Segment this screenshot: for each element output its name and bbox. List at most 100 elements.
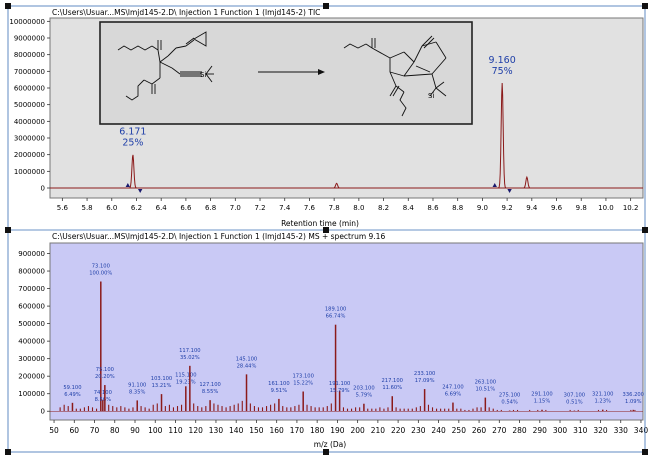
ms-peak-percent-label: 19.23% (176, 379, 196, 385)
tic-y-tick-label: 3000000 (14, 135, 45, 143)
ms-peak-percent-label: 66.74% (326, 314, 346, 320)
tic-x-tick-label: 10.2 (623, 204, 639, 212)
ms-peak-percent-label: 17.09% (415, 378, 435, 384)
ms-x-tick-label: 60 (70, 426, 80, 435)
tic-peak-rt-label: 9.160 (489, 55, 516, 66)
tic-x-tick-label: 9.4 (526, 204, 538, 212)
tic-peak-percent-label: 75% (492, 66, 513, 77)
tic-x-tick-label: 9.2 (502, 204, 513, 212)
resize-handle-bl[interactable] (5, 449, 11, 455)
ms-y-tick-label: 900000 (18, 250, 45, 258)
ms-peak-mz-label: 321.100 (592, 392, 613, 398)
ms-y-tick-label: 200000 (18, 373, 45, 381)
ms-peak-mz-label: 233.100 (414, 371, 435, 377)
ms-peak-percent-label: 8.56% (95, 397, 112, 403)
ms-peak-percent-label: 5.79% (356, 393, 373, 399)
ms-peak-mz-label: 307.100 (564, 393, 585, 399)
ms-peak-mz-label: 189.100 (325, 307, 346, 313)
reaction-arrow (258, 69, 325, 75)
ms-peak-mz-label: 117.100 (179, 348, 200, 354)
resize-handle-bc[interactable] (323, 449, 329, 455)
reaction-scheme: Si (99, 21, 473, 125)
tic-x-tick-label: 9.0 (477, 204, 488, 212)
ms-x-tick-label: 150 (249, 426, 264, 435)
ms-peak-mz-label: 73.100 (92, 264, 110, 270)
tic-x-tick-label: 6.2 (131, 204, 142, 212)
ms-panel[interactable]: C:\Users\Usuar...MS\lmjd145-2.D\ Injecti… (18, 232, 648, 449)
ms-peak-mz-label: 275.100 (499, 393, 520, 399)
ms-y-tick-label: 400000 (18, 338, 45, 346)
ms-peak-percent-label: 15.79% (330, 388, 350, 394)
tic-x-tick-label: 6.6 (180, 204, 192, 212)
resize-handle-tr[interactable] (642, 3, 648, 9)
resize-handle-tc[interactable] (323, 3, 329, 9)
ms-peak-percent-label: 100.00% (89, 271, 112, 277)
ms-y-tick-label: 300000 (18, 355, 45, 363)
selection-frame[interactable] (5, 3, 648, 455)
resize-handle-tl[interactable] (5, 3, 11, 9)
tic-plot-frame (49, 17, 644, 199)
tic-integration-mark (492, 183, 497, 187)
ms-peak-mz-label: 203.100 (353, 386, 374, 392)
ms-y-tick-label: 800000 (18, 268, 45, 276)
tic-y-axis: 0 1000000 2000000 3000000 4000000 5000000 6000… (9, 18, 50, 193)
ms-peak-percent-label: 1.09% (625, 399, 642, 405)
tic-x-tick-label: 5.8 (81, 204, 92, 212)
scheme-box (99, 21, 473, 125)
tic-x-tick-label: 7.6 (304, 204, 316, 212)
tic-y-tick-label: 0 (41, 185, 45, 193)
si-label-start: Si (200, 71, 206, 79)
ms-x-tick-label: 170 (290, 426, 305, 435)
ms-title: C:\Users\Usuar...MS\lmjd145-2.D\ Injecti… (52, 232, 385, 241)
ms-peak-mz-label: 217.100 (382, 378, 403, 384)
ms-x-tick-label: 140 (229, 426, 244, 435)
ms-peak-percent-label: 1.15% (534, 399, 551, 405)
ms-peak-percent-label: 8.55% (202, 389, 219, 395)
tic-x-tick-label: 8.0 (353, 204, 364, 212)
ms-peak-percent-label: 0.51% (566, 400, 583, 406)
ms-y-tick-label: 600000 (18, 303, 45, 311)
ms-x-tick-label: 190 (330, 426, 345, 435)
tic-x-tick-label: 8.4 (403, 204, 415, 212)
tic-y-tick-label: 7000000 (14, 68, 45, 76)
ms-peak-percent-label: 28.44% (237, 363, 257, 369)
ms-x-tick-label: 320 (593, 426, 608, 435)
starting-material-structure (117, 31, 214, 101)
ms-x-tick-label: 230 (411, 426, 426, 435)
ms-x-tick-label: 70 (90, 426, 100, 435)
ms-x-tick-label: 340 (634, 426, 649, 435)
tic-x-tick-label: 6.0 (106, 204, 117, 212)
ms-peak-mz-label: 74.100 (94, 390, 112, 396)
ms-x-tick-label: 130 (209, 426, 224, 435)
tic-x-tick-label: 8.2 (378, 204, 389, 212)
tic-x-tick-label: 9.8 (576, 204, 587, 212)
ms-peak-percent-label: 1.23% (594, 399, 611, 405)
resize-handle-ml[interactable] (5, 227, 11, 233)
ms-x-axis: 50 60 70 80 90 100 110 120 130 140 150 160 170 180 190… (49, 420, 648, 435)
ms-y-axis: 0 100000 200000 300000 400000 500000 600000 700… (18, 250, 50, 416)
ms-plot-area (50, 243, 643, 420)
tic-y-tick-label: 1000000 (14, 168, 45, 176)
ms-peak-mz-label: 291.100 (531, 392, 552, 398)
resize-handle-br[interactable] (642, 449, 648, 455)
tic-integration-mark (125, 183, 131, 187)
ms-y-tick-label: 500000 (18, 320, 45, 328)
ms-x-tick-label: 310 (573, 426, 588, 435)
ms-peak-mz-label: 103.100 (151, 376, 172, 382)
resize-handle-mr[interactable] (642, 227, 648, 233)
resize-handle-mc[interactable] (323, 227, 329, 233)
tic-panel[interactable]: C:\Users\Usuar...MS\lmjd145-2.D\ Injecti… (9, 8, 644, 228)
ms-x-tick-label: 290 (533, 426, 548, 435)
ms-peak-mz-label: 191.100 (329, 381, 350, 387)
tic-y-tick-label: 5000000 (14, 101, 45, 109)
tic-x-tick-label: 9.6 (551, 204, 563, 212)
ms-x-tick-label: 240 (431, 426, 446, 435)
ms-y-tick-label: 100000 (18, 390, 45, 398)
ms-peak-percent-label: 10.51% (475, 387, 495, 393)
ms-plot-frame (49, 242, 644, 421)
ms-peak-percent-label: 8.35% (129, 389, 146, 395)
tic-x-tick-label: 7.4 (279, 204, 291, 212)
